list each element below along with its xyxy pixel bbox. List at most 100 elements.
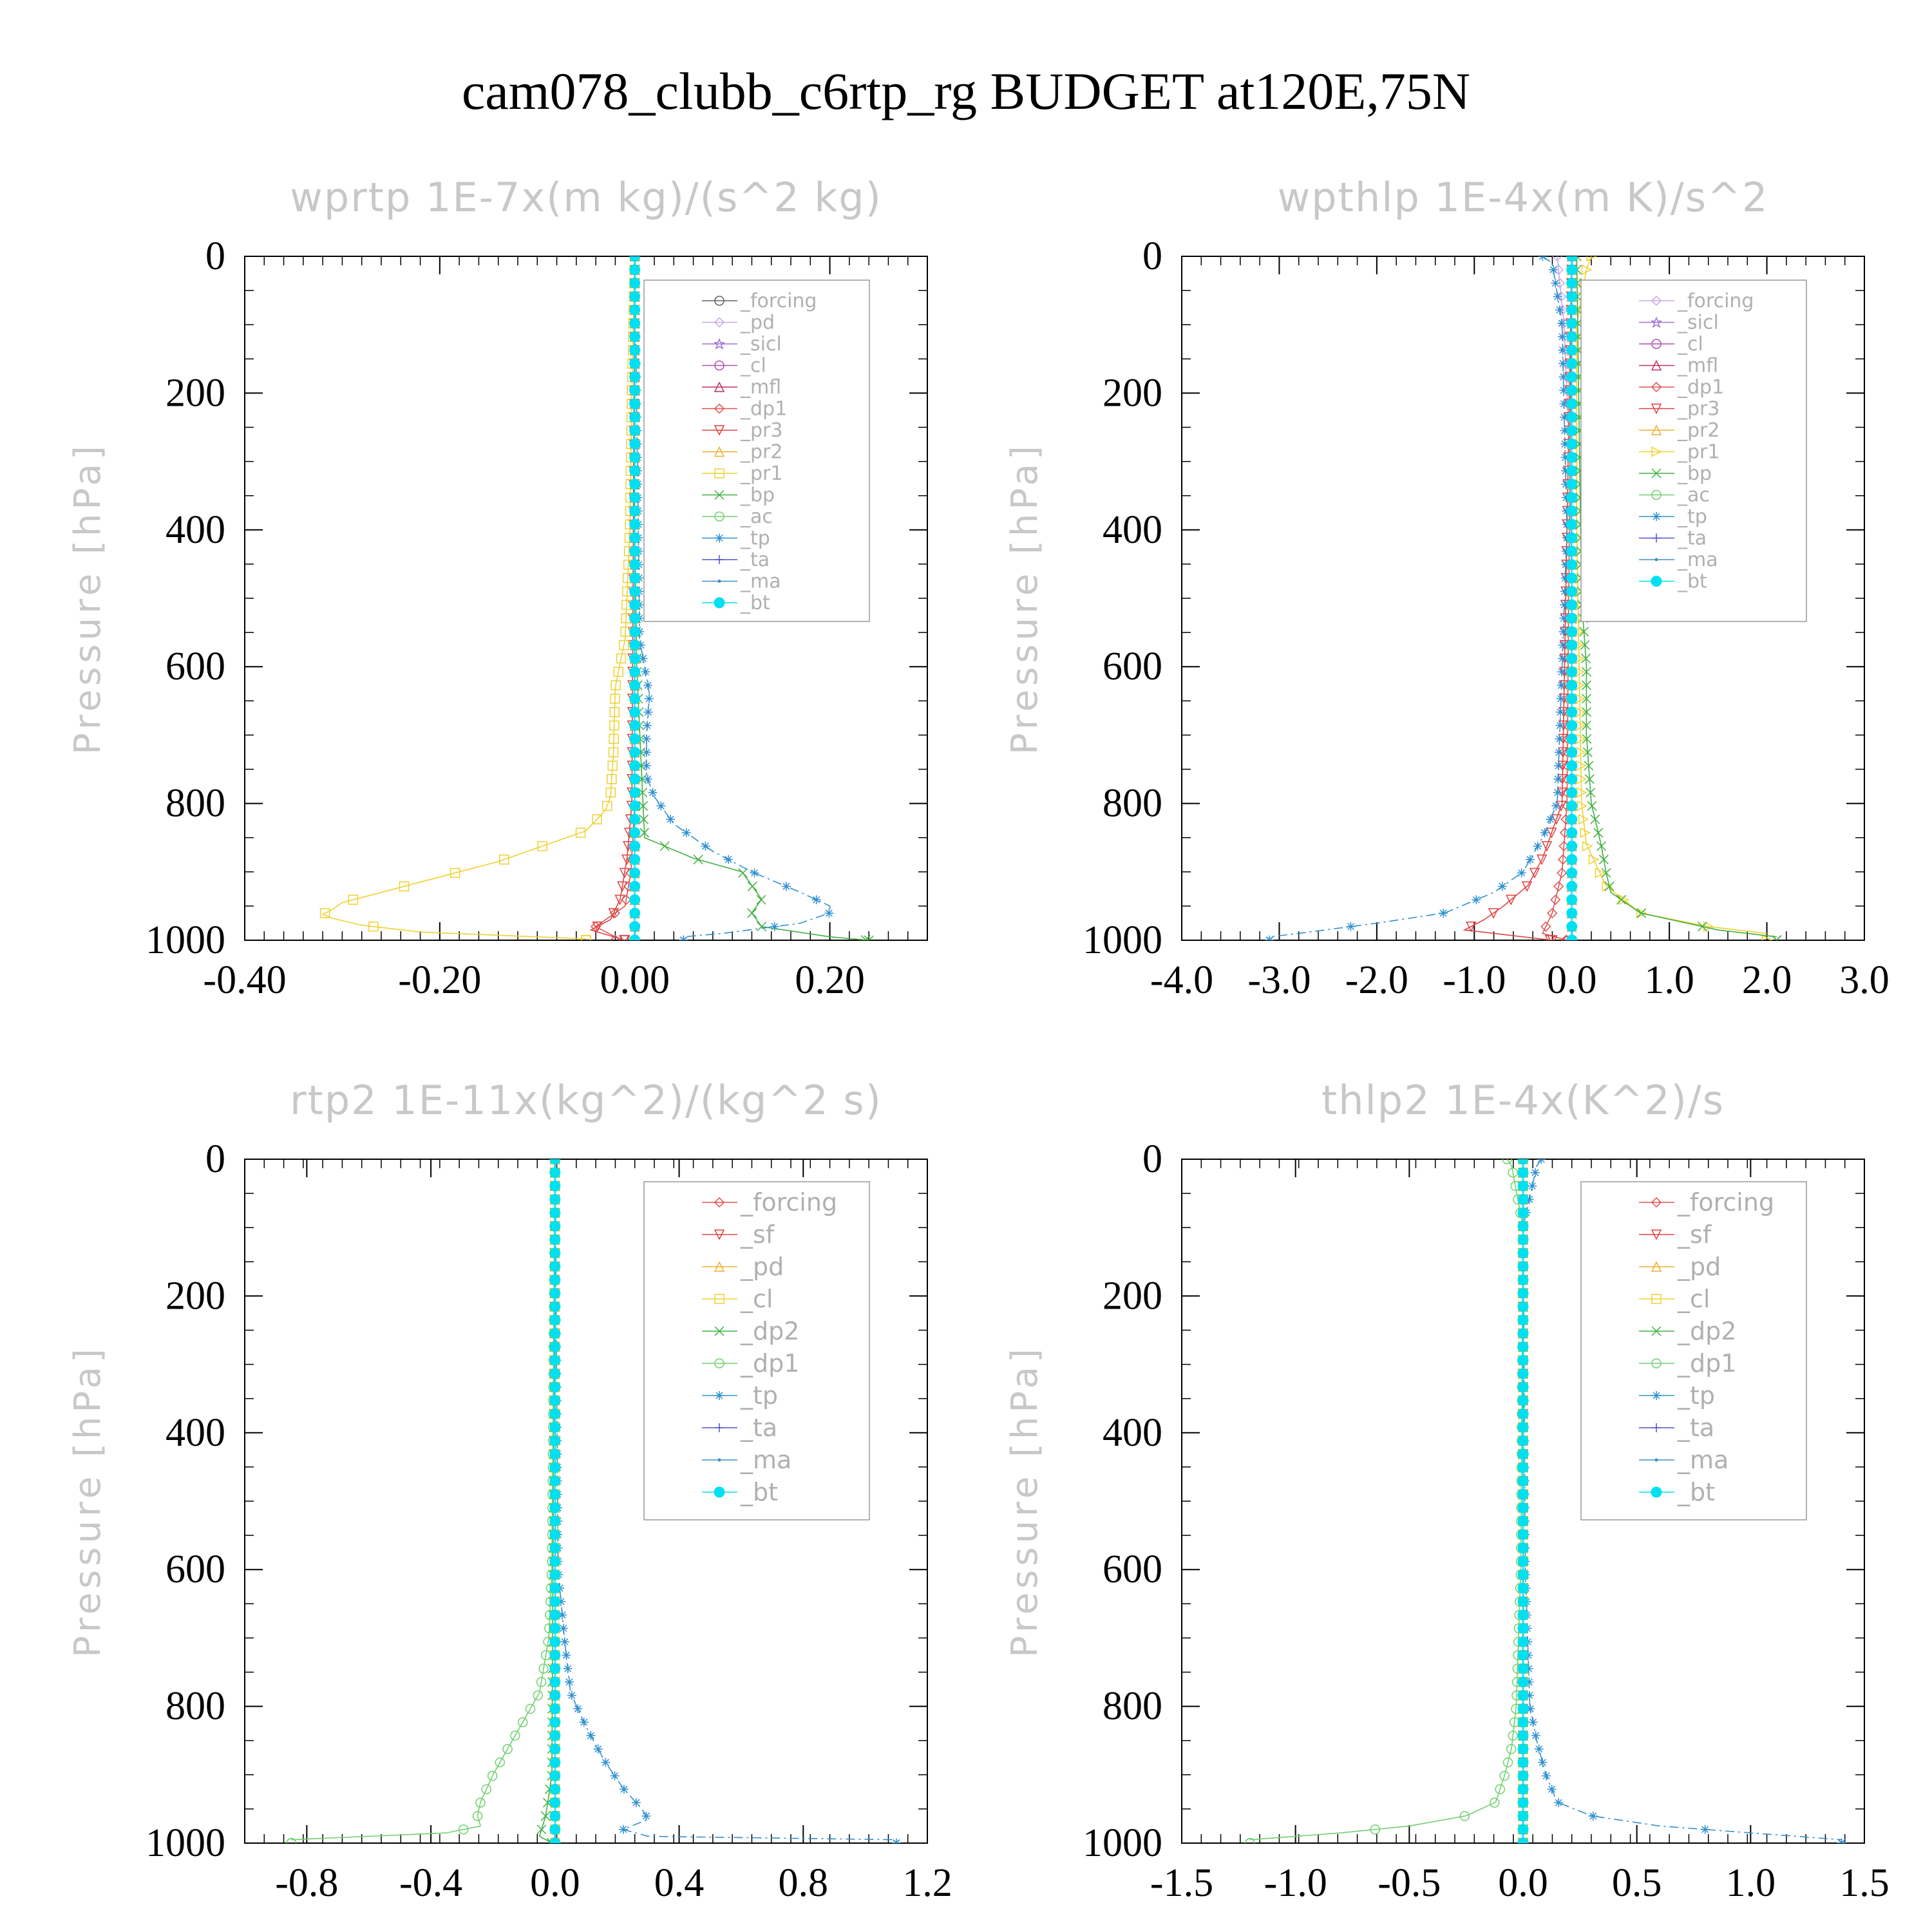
y-tick-label: 800 — [166, 782, 225, 826]
marker — [1560, 426, 1569, 435]
marker — [1517, 1421, 1529, 1433]
marker — [681, 828, 691, 838]
marker — [1566, 278, 1578, 289]
x-tick-label: -3.0 — [1247, 958, 1311, 1002]
marker — [1517, 1569, 1529, 1580]
marker — [1554, 748, 1564, 757]
marker — [549, 1421, 561, 1433]
marker — [549, 1301, 561, 1312]
y-tick-label: 800 — [166, 1685, 225, 1728]
marker — [1547, 907, 1558, 919]
marker — [1566, 813, 1578, 825]
marker — [1584, 761, 1594, 771]
legend-label: _dp2 — [1677, 1317, 1736, 1345]
legend-label: _mfl — [1677, 355, 1718, 377]
marker — [1651, 1229, 1662, 1240]
series_pr1 — [319, 256, 640, 940]
marker — [1566, 693, 1578, 705]
marker — [1557, 854, 1568, 865]
marker — [756, 895, 766, 905]
marker — [1517, 1368, 1529, 1379]
marker — [286, 1838, 297, 1843]
series_dp1 — [286, 1159, 560, 1843]
marker — [1540, 828, 1549, 838]
legend-label: _sicl — [1677, 312, 1719, 334]
marker — [1566, 894, 1578, 905]
marker — [1555, 734, 1564, 744]
marker — [549, 1824, 561, 1835]
marker — [641, 748, 651, 757]
marker — [1604, 881, 1615, 891]
panel-title: thlp2 1E-4x(K^2)/s — [1321, 1077, 1725, 1124]
marker — [629, 505, 641, 516]
marker — [1561, 546, 1571, 556]
chart-panel-3: rtp2 1E-11x(kg^2)/(kg^2 s) Pressure [hPa]… — [67, 1077, 952, 1905]
marker — [643, 774, 652, 784]
marker — [1517, 1301, 1529, 1312]
legend-box — [1580, 279, 1807, 622]
y-tick-label: 200 — [1103, 1274, 1162, 1318]
marker — [1772, 935, 1782, 940]
marker — [629, 787, 641, 799]
marker — [1616, 895, 1627, 905]
marker — [1566, 304, 1578, 316]
marker — [549, 1676, 561, 1688]
marker — [1588, 854, 1600, 865]
legend-label: _bt — [1677, 571, 1707, 593]
marker — [1554, 761, 1564, 770]
marker — [613, 667, 624, 677]
marker — [629, 746, 641, 758]
marker — [629, 425, 641, 437]
y-tick-label: 200 — [166, 371, 225, 415]
marker — [1566, 331, 1578, 343]
marker — [1551, 278, 1560, 288]
marker — [629, 518, 641, 530]
chart-panel-2: wpthlp 1E-4x(m K)/s^2 Pressure [hPa] 0 200 4… — [1004, 174, 1889, 1002]
marker — [565, 1677, 574, 1687]
legend: _forcing_pd_sicl_cl_mfl_dp1_pr3_pr2_pr1_… — [643, 279, 870, 622]
marker — [714, 446, 725, 457]
marker — [629, 867, 641, 878]
marker — [1566, 451, 1578, 463]
marker — [641, 667, 650, 677]
legend-label: _tp — [740, 1381, 778, 1410]
marker — [1439, 908, 1448, 918]
marker — [629, 720, 641, 732]
marker — [1566, 398, 1578, 410]
marker — [714, 381, 725, 392]
marker — [549, 1703, 561, 1714]
legend-label: _ac — [740, 506, 773, 528]
marker — [1524, 1195, 1534, 1204]
marker — [1581, 720, 1591, 731]
y-tick-label: 600 — [1103, 1548, 1162, 1591]
marker — [1566, 652, 1578, 664]
marker — [1560, 573, 1570, 583]
marker — [1553, 788, 1562, 797]
marker — [549, 1649, 561, 1661]
x-tick-label: -0.8 — [275, 1861, 338, 1905]
marker — [629, 894, 641, 905]
marker — [1651, 1358, 1662, 1368]
marker — [1566, 532, 1578, 544]
marker — [472, 1811, 483, 1821]
marker — [1579, 627, 1589, 637]
marker — [1546, 815, 1555, 824]
x-tick-label: 2.0 — [1742, 958, 1792, 1002]
marker — [1517, 1636, 1529, 1647]
marker — [1517, 1676, 1529, 1688]
marker — [648, 788, 658, 797]
marker — [1555, 721, 1565, 730]
marker — [1517, 1435, 1529, 1446]
marker — [1559, 412, 1569, 422]
y-axis-label: Pressure [hPa] — [67, 1345, 109, 1658]
marker — [891, 1839, 901, 1843]
marker — [399, 881, 410, 892]
marker — [717, 580, 721, 583]
marker — [540, 1811, 551, 1821]
marker — [1495, 1784, 1505, 1795]
marker — [1566, 639, 1578, 651]
marker — [1557, 319, 1567, 328]
marker — [1525, 1690, 1535, 1700]
series_pr3 — [589, 256, 640, 940]
